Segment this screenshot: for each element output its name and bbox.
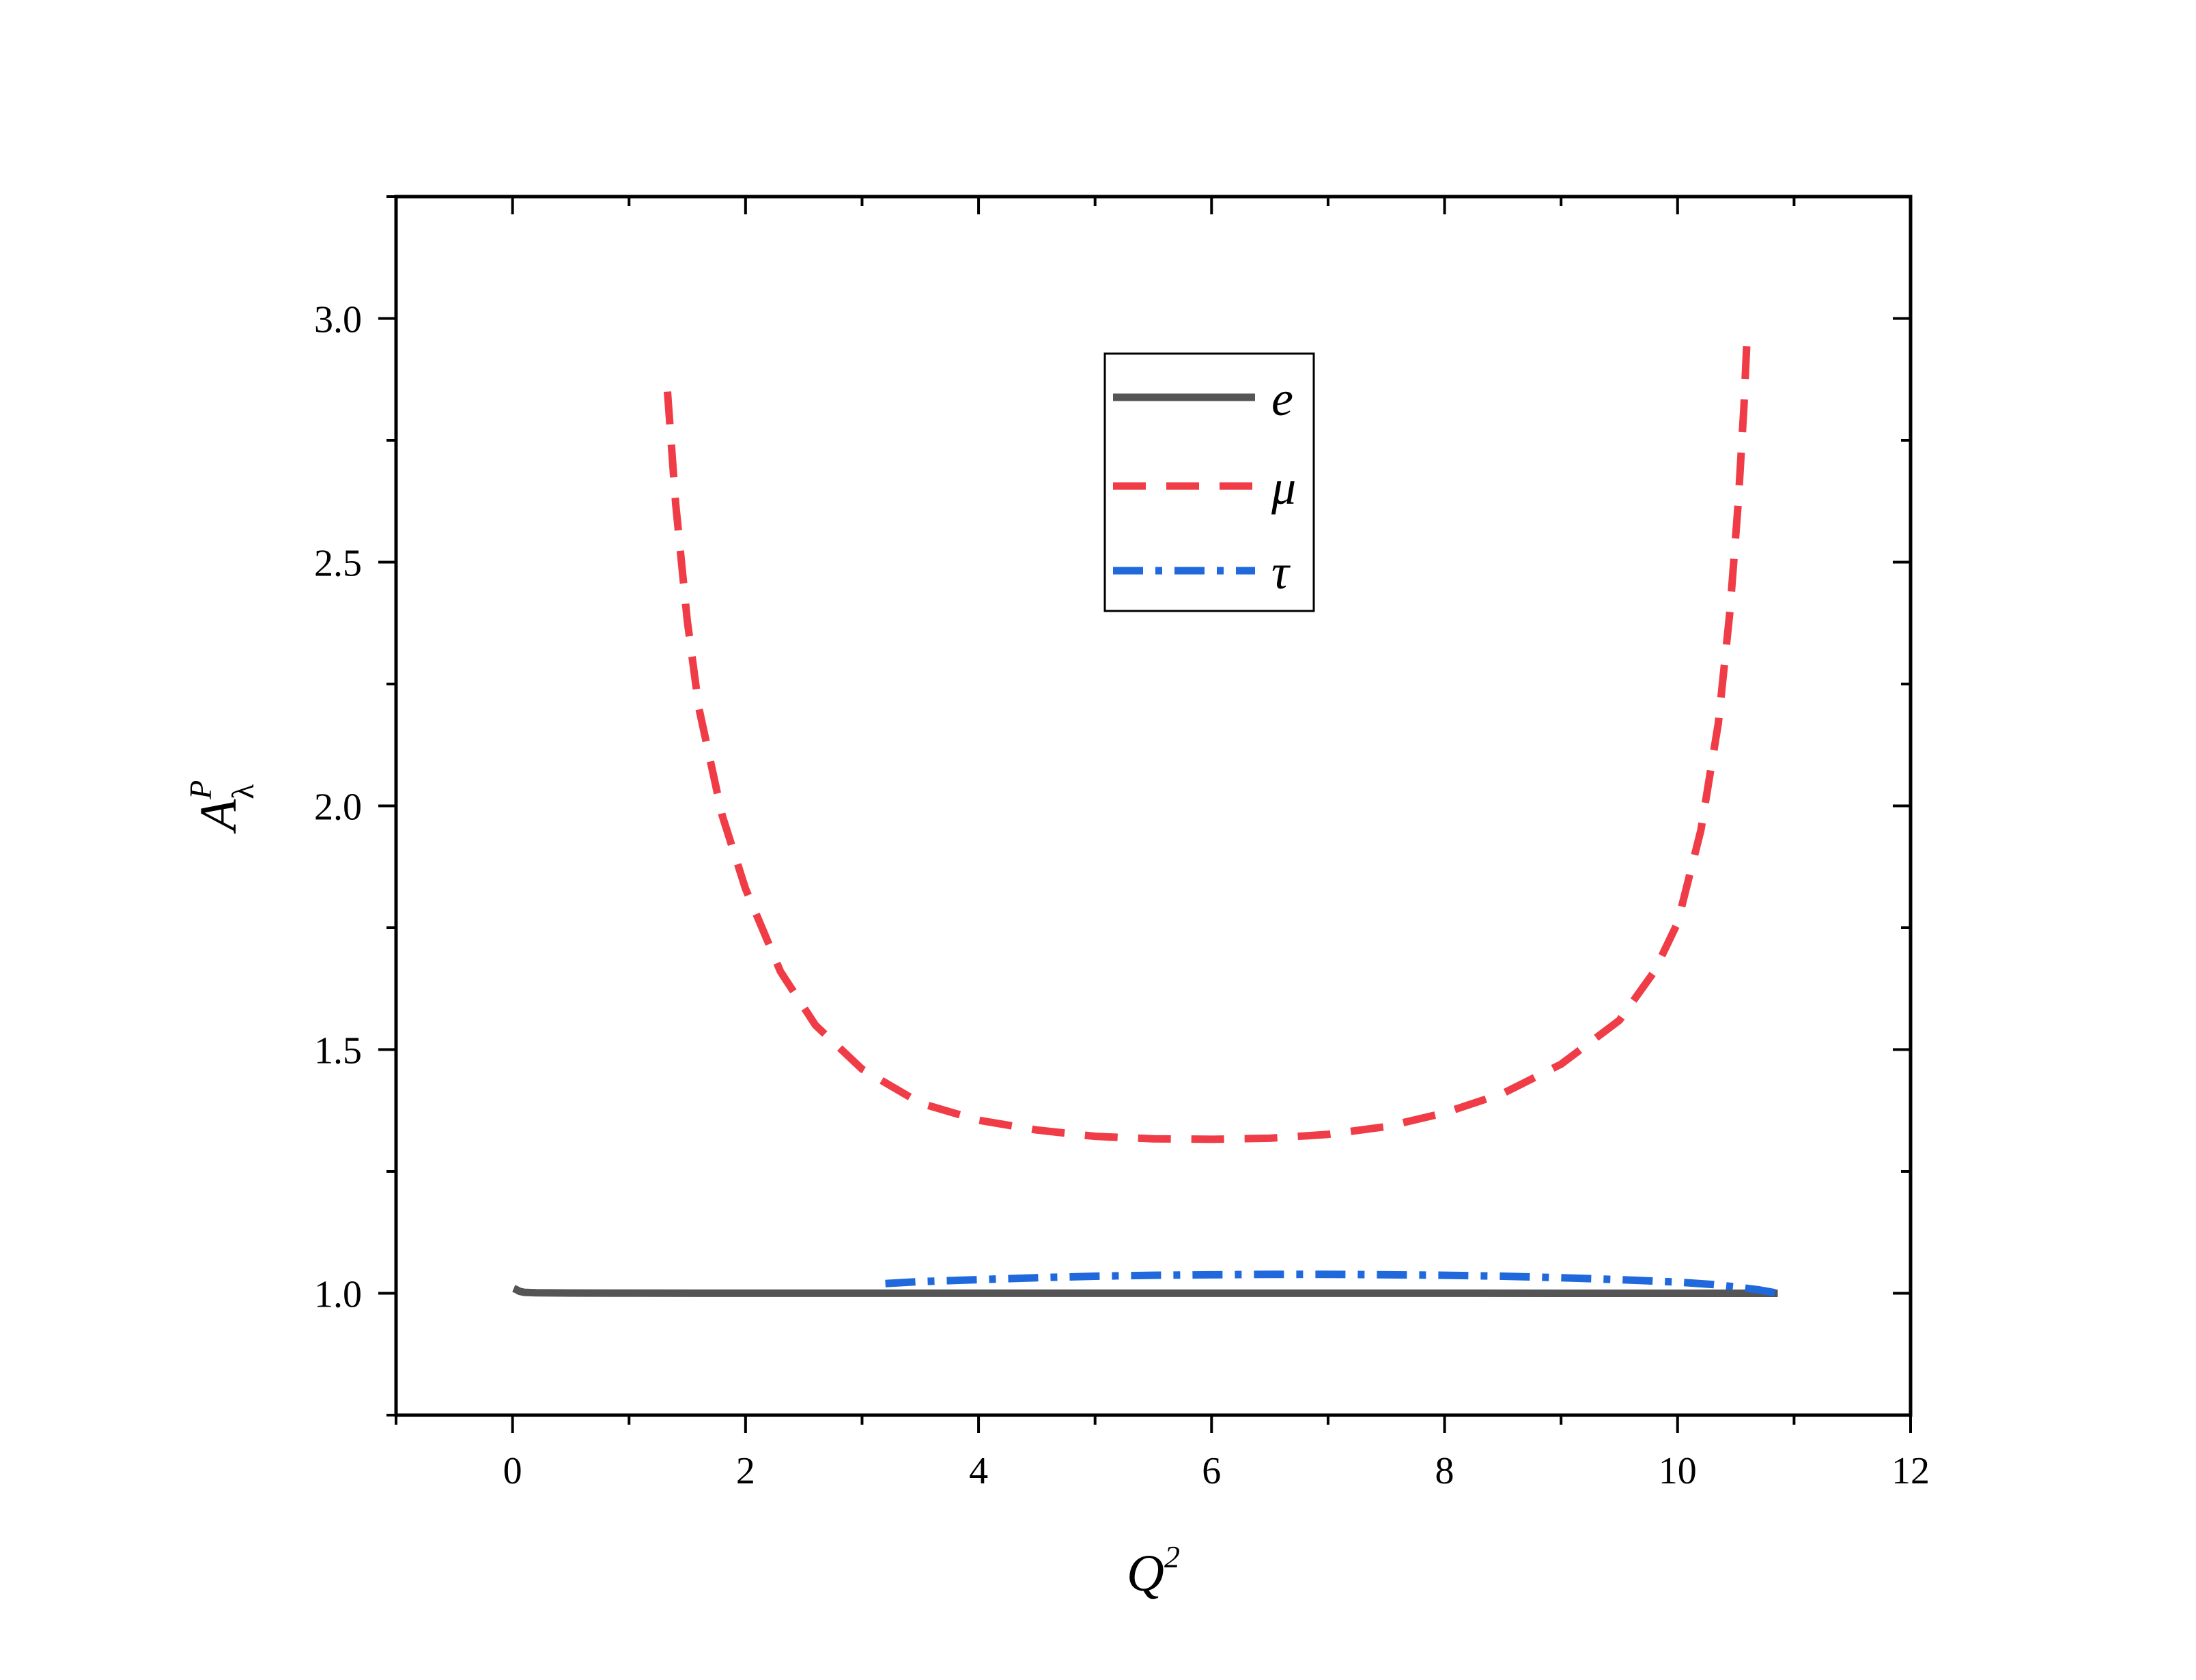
y-tick-label-4: 3.0 — [314, 299, 362, 341]
y-tick-label-2: 2.0 — [314, 786, 362, 829]
series-e-line — [512, 1285, 1778, 1297]
legend: e μ τ — [1103, 352, 1315, 612]
y-axis-label-subscript: λ — [225, 784, 260, 799]
y-tick-label-1: 1.5 — [314, 1030, 362, 1072]
series-layer — [512, 328, 1779, 1297]
x-tick-label-4: 8 — [1435, 1450, 1454, 1492]
x-tick-label-1: 2 — [736, 1450, 755, 1492]
legend-label-mu: μ — [1271, 460, 1296, 515]
y-axis-label: AP λ — [183, 780, 260, 835]
x-axis-label-superscript: 2 — [1164, 1539, 1180, 1574]
legend-label-e: e — [1271, 371, 1293, 426]
y-tick-label-3: 2.5 — [314, 543, 362, 585]
y-tick-label-0: 1.0 — [314, 1274, 362, 1316]
x-tick-label-6: 12 — [1891, 1450, 1930, 1492]
x-tick-label-5: 10 — [1659, 1450, 1697, 1492]
series-tau-line — [885, 1270, 1779, 1297]
ticks-layer: 0 2 4 6 8 10 12 1.0 1.5 2.0 2.5 3.0 — [314, 195, 1930, 1492]
x-tick-label-3: 6 — [1202, 1450, 1221, 1492]
x-axis-label: Q2 — [1127, 1539, 1180, 1602]
x-tick-label-2: 4 — [969, 1450, 988, 1492]
x-tick-label-0: 0 — [503, 1450, 522, 1492]
series-mu-line — [664, 328, 1751, 1143]
y-axis-label-superscript: P — [183, 780, 218, 800]
legend-label-tau: τ — [1271, 545, 1291, 599]
